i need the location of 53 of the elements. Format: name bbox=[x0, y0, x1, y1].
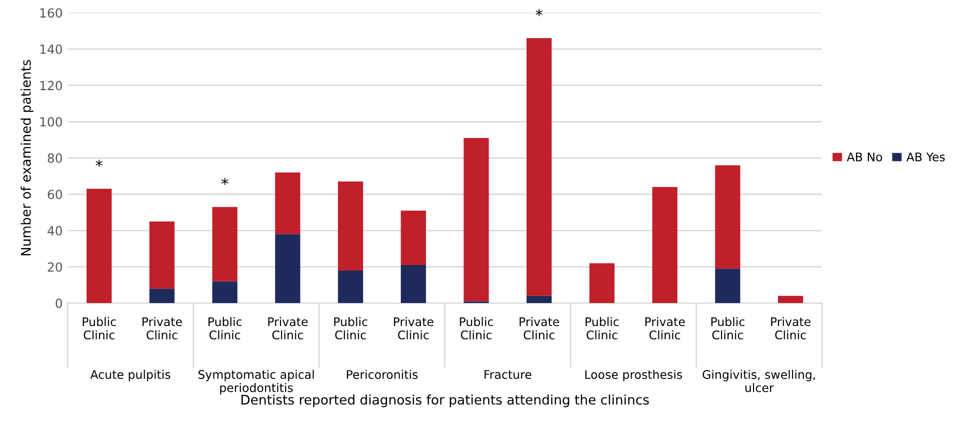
bar bbox=[464, 138, 489, 302]
x-tick-label: Private Clinic bbox=[394, 317, 434, 340]
bar bbox=[652, 186, 678, 304]
x-tick-label: Private Clinic bbox=[268, 317, 308, 340]
text: Acute pulpitis bbox=[90, 370, 170, 382]
text: Loose prosthesis bbox=[585, 370, 682, 382]
x-tick-label: Public Clinic bbox=[711, 317, 744, 340]
text: Symptomatic apical periodontitis bbox=[198, 370, 314, 394]
x-tick-label: Public Clinic bbox=[586, 317, 619, 340]
data-label: * bbox=[536, 9, 542, 16]
bar bbox=[86, 188, 112, 304]
y-tick-label: 100 bbox=[40, 117, 62, 127]
y-tick-label: 60 bbox=[48, 190, 62, 200]
x-tick-label: Public Clinic bbox=[82, 317, 116, 340]
legend-label: AB Yes bbox=[906, 152, 945, 162]
text: Gingivitis, swelling, ulcer bbox=[702, 370, 816, 392]
x-axis-title: Dentists reported diagnosis for patients attending the clinincs bbox=[241, 394, 649, 408]
bar bbox=[715, 268, 740, 304]
x-tick-label: Public Clinic bbox=[460, 317, 493, 340]
text: Pericoronitis bbox=[346, 370, 418, 379]
x-tick-label: Private Clinic bbox=[645, 317, 685, 340]
x-tick-label: Public Clinic bbox=[208, 317, 242, 340]
y-tick-label: 20 bbox=[48, 262, 62, 272]
bar bbox=[149, 221, 175, 289]
text: Fracture bbox=[484, 370, 532, 379]
y-tick-label: 160 bbox=[40, 8, 62, 18]
bar bbox=[338, 182, 364, 270]
bar bbox=[400, 210, 426, 266]
bar bbox=[212, 281, 238, 304]
x-tick-label: Private Clinic bbox=[520, 317, 560, 340]
x-tick-label: Public Clinic bbox=[334, 317, 368, 340]
bar bbox=[526, 296, 552, 304]
bar bbox=[275, 172, 300, 234]
data-label: * bbox=[221, 178, 228, 185]
y-tick-label: 120 bbox=[40, 80, 62, 90]
legend-label: AB No bbox=[846, 152, 882, 162]
x-tick-label: Private Clinic bbox=[142, 317, 182, 340]
x-tick-label: Private Clinic bbox=[771, 317, 810, 340]
y-tick-label: 0 bbox=[56, 298, 62, 308]
bar bbox=[275, 234, 300, 304]
bar bbox=[149, 288, 175, 304]
bar bbox=[338, 270, 364, 304]
y-tick-label: 140 bbox=[40, 44, 62, 54]
bar bbox=[212, 206, 238, 282]
y-tick-label: 80 bbox=[48, 153, 62, 163]
data-label: * bbox=[96, 160, 102, 167]
bar bbox=[526, 38, 552, 296]
bar bbox=[778, 296, 804, 304]
bar bbox=[715, 165, 740, 269]
bar bbox=[400, 265, 426, 304]
y-tick-label: 40 bbox=[48, 226, 62, 236]
y-axis-title: Number of examined patients bbox=[20, 60, 34, 256]
bar bbox=[589, 263, 615, 304]
